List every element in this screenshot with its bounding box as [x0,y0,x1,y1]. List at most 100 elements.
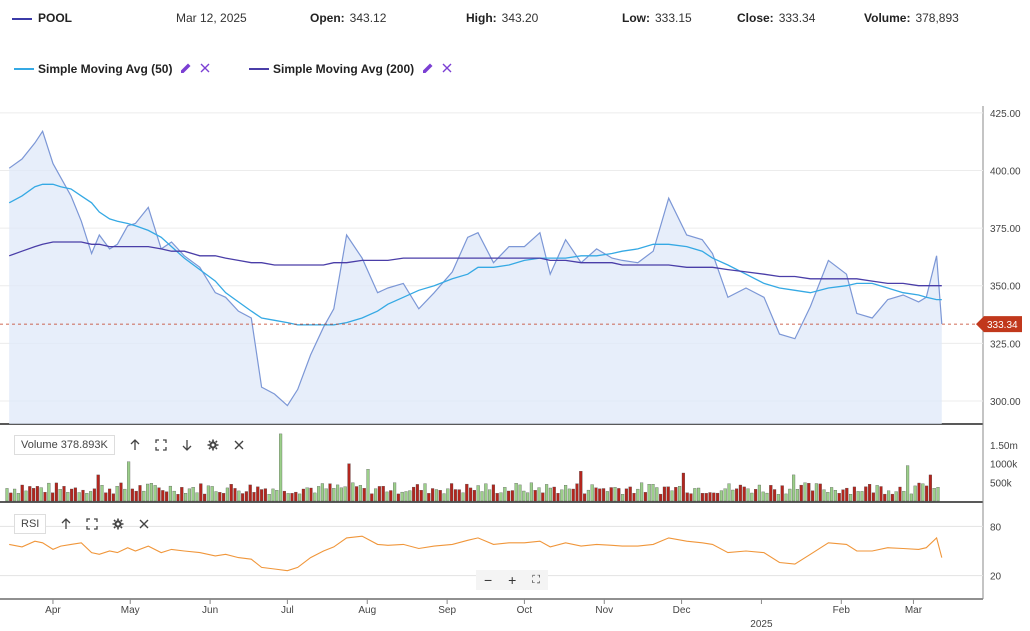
volume-bar [906,465,910,502]
volume-bar [161,490,165,502]
volume-bar [571,488,575,502]
volume-bar [765,492,769,502]
zoom-reset-button[interactable]: ⛶ [532,573,540,586]
volume-bar [176,494,180,502]
volume-bar [514,483,518,502]
symbol-text: POOL [38,11,73,25]
volume-bar [879,486,883,502]
volume-bar [902,491,906,502]
edit-sma50-pencil-icon[interactable] [180,62,192,76]
volume-bar [317,486,321,502]
volume-bar [328,483,332,502]
last-price-label: 333.34 [987,320,1018,331]
volume-bar [545,484,549,502]
high-info: High: 343.20 [466,11,538,25]
rsi-close-icon[interactable] [138,518,150,530]
volume-bar [472,490,476,502]
volume-bar [852,486,856,502]
zoom-in-button[interactable]: + [508,572,517,588]
volume-bar [465,483,469,502]
volume-bar [199,483,203,502]
volume-bar [803,482,807,502]
volume-bar [598,488,602,502]
volume-bar [780,485,784,502]
volume-bar [286,493,290,502]
low-info: Low: 333.15 [622,11,692,25]
volume-bar [659,493,663,502]
volume-settings-gear-icon[interactable] [207,439,219,451]
rsi-maximize-icon[interactable] [86,518,98,530]
volume-bar [883,493,887,502]
volume-bar [795,489,799,502]
edit-sma200-pencil-icon[interactable] [422,62,434,76]
volume-bar [339,487,343,502]
rsi-settings-gear-icon[interactable] [112,518,124,530]
sma50-line [8,183,942,326]
volume-bar [20,484,24,502]
volume-bar [442,493,446,502]
volume-bar [666,486,670,502]
volume-bar [358,485,362,502]
volume-bar [537,487,541,502]
volume-move-up-arrow-icon[interactable] [129,439,141,451]
volume-bar [928,474,932,502]
ohlc-info-bar: POOL Mar 12, 2025 Open: 343.12 High: 343.2… [0,0,1030,36]
volume-bar [434,489,438,502]
volume-bar [275,490,279,502]
remove-sma50-close-icon[interactable] [200,63,210,75]
volume-bar [495,493,499,502]
volume-bar [123,488,127,502]
volume-bar [704,493,708,502]
volume-bar [332,488,336,502]
volume-bar [408,490,412,502]
volume-bar [305,487,309,502]
price-tick-label: 425.00 [990,109,1021,120]
volume-bar [727,483,731,502]
rsi-move-up-arrow-icon[interactable] [60,518,72,530]
rsi-pane-header: RSI [14,514,150,534]
volume-bar [719,490,723,502]
volume-bar [396,493,400,502]
volume-bar [62,486,66,502]
volume-bar [788,488,792,502]
volume-value: 378,893 [915,11,959,25]
volume-bar [894,491,898,502]
zoom-out-button[interactable]: − [483,572,493,588]
volume-bar [381,486,385,502]
remove-sma200-close-icon[interactable] [442,63,452,75]
volume-bar [195,492,199,502]
volume-bar [712,492,716,502]
volume-move-down-arrow-icon[interactable] [181,439,193,451]
volume-close-icon[interactable] [233,439,245,451]
volume-bar [51,492,55,502]
low-label: Low: [622,11,650,25]
volume-bar [290,493,294,502]
volume-bar [222,493,226,502]
volume-bar [909,493,913,502]
volume-bar [77,492,81,502]
volume-bar [738,484,742,502]
volume-bar [830,487,834,502]
x-axis-month-label: Aug [358,605,376,616]
rsi-tick-label: 80 [990,522,1002,533]
volume-bar [347,463,351,502]
volume-bar [716,492,720,502]
volume-bar [655,487,659,502]
high-value: 343.20 [501,11,539,25]
volume-bar [921,483,925,502]
volume-bar [932,488,936,502]
volume-bar [925,485,929,502]
volume-bar [214,491,218,502]
volume-bar [244,491,248,502]
volume-bar [575,483,579,502]
volume-bar [518,484,522,502]
volume-bar [522,490,526,502]
x-axis-month-label: Jul [281,605,294,616]
volume-bar [689,493,693,502]
volume-bar [624,488,628,502]
price-tick-label: 325.00 [990,339,1021,350]
volume-bar [564,485,568,502]
volume-maximize-icon[interactable] [155,439,167,451]
volume-bar [723,488,727,502]
